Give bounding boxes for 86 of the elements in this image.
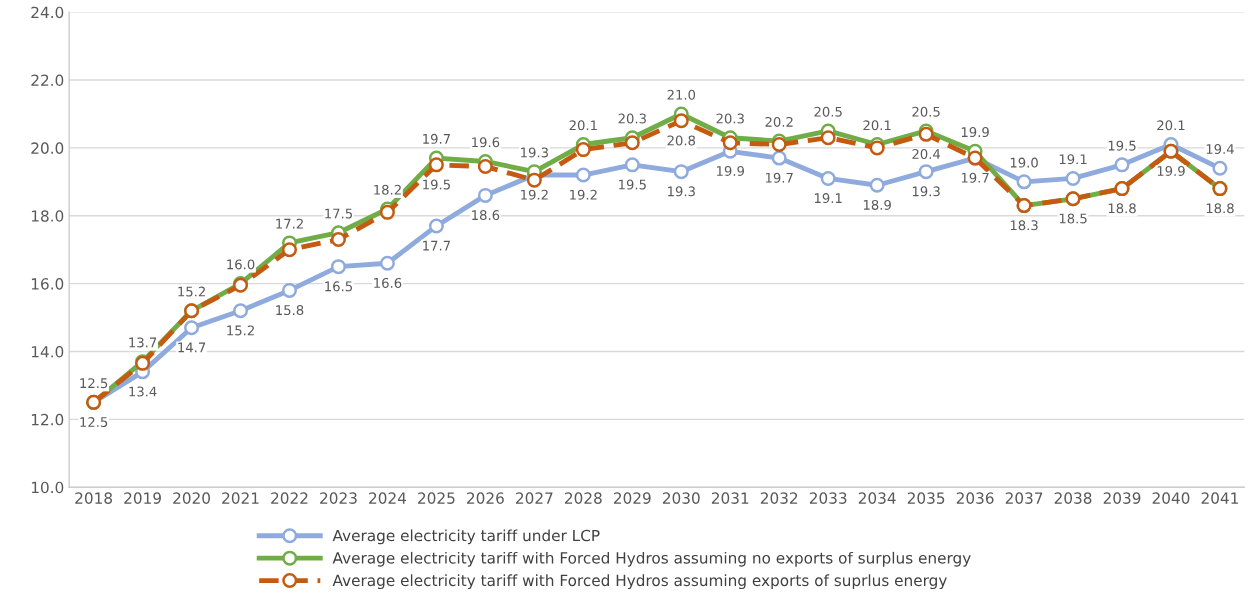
- x-tick-label: 2026: [467, 492, 504, 504]
- data-label: 20.3: [618, 113, 646, 124]
- data-label: 15.8: [276, 305, 304, 316]
- data-label: 20.3: [716, 113, 744, 124]
- data-label: 17.7: [423, 240, 450, 251]
- x-tick-label: 2027: [516, 492, 553, 504]
- data-label: 20.5: [912, 106, 940, 117]
- x-tick-label: 2029: [613, 492, 651, 504]
- x-tick-label: 2020: [173, 492, 210, 504]
- data-label: 19.5: [1108, 140, 1136, 151]
- x-tick-label: 2018: [75, 492, 113, 504]
- x-tick-label: 2038: [1054, 492, 1092, 504]
- x-tick-label: 2021: [222, 492, 259, 504]
- legend-label: Average electricity tariff with Forced Hydros assuming no exports of surplus energy: [332, 551, 971, 567]
- data-label: 18.3: [1010, 220, 1038, 231]
- data-label: 12.5: [80, 417, 108, 428]
- y-tick-label: 14.0: [31, 345, 64, 358]
- data-label: 20.1: [1157, 120, 1185, 131]
- y-tick-label: 18.0: [31, 210, 64, 222]
- data-label: 19.7: [423, 133, 450, 144]
- data-label: 19.6: [472, 137, 500, 148]
- x-tick-label: 2041: [1201, 492, 1238, 504]
- data-label: 16.0: [227, 259, 255, 270]
- data-label: 20.2: [765, 116, 793, 127]
- data-label: 13.4: [129, 386, 157, 397]
- x-tick-label: 2025: [418, 492, 455, 504]
- data-label: 19.3: [912, 186, 940, 197]
- data-label: 18.8: [1108, 203, 1136, 214]
- data-label: 19.9: [1157, 165, 1185, 176]
- data-label: 18.6: [472, 210, 500, 221]
- x-tick-label: 2022: [271, 492, 308, 504]
- data-label: 15.2: [178, 286, 205, 297]
- data-label: 14.7: [178, 342, 206, 353]
- data-label: 21.0: [667, 89, 696, 100]
- data-label: 18.5: [1059, 213, 1087, 224]
- x-tick-label: 2024: [369, 492, 407, 504]
- x-tick-label: 2030: [662, 492, 700, 504]
- y-tick-label: 20.0: [31, 142, 64, 154]
- data-label: 19.2: [570, 189, 597, 200]
- data-label: 17.2: [276, 218, 303, 229]
- x-tick-label: 2036: [956, 492, 994, 504]
- y-tick-label: 22.0: [31, 74, 64, 87]
- x-tick-label: 2035: [907, 492, 945, 504]
- data-label: 20.8: [667, 135, 696, 146]
- x-tick-label: 2033: [809, 492, 847, 504]
- data-label: 20.4: [912, 149, 941, 159]
- data-label: 20.5: [814, 106, 842, 117]
- x-tick-label: 2028: [565, 492, 602, 504]
- data-label: 15.2: [227, 325, 254, 336]
- data-label: 19.3: [668, 186, 695, 197]
- data-label: 19.7: [765, 172, 793, 183]
- data-label: 17.5: [325, 208, 353, 219]
- data-label: 18.8: [1206, 203, 1234, 214]
- x-tick-label: 2034: [858, 492, 896, 504]
- x-tick-label: 2032: [760, 492, 798, 504]
- data-label: 16.5: [325, 281, 353, 292]
- legend-label: Average electricity tariff with Forced Hydros assuming exports of suprlus energy: [332, 574, 947, 590]
- data-label: 19.9: [961, 127, 989, 138]
- data-label: 18.2: [374, 184, 401, 195]
- x-tick-label: 2019: [124, 492, 161, 504]
- data-label: 19.3: [521, 147, 548, 158]
- y-tick-label: 12.0: [31, 413, 64, 426]
- data-label: 19.2: [521, 189, 548, 200]
- data-label: 20.1: [569, 120, 597, 131]
- legend-label: Average electricity tariff under LCP: [332, 529, 600, 545]
- data-label: 19.5: [619, 179, 646, 190]
- data-label: 18.9: [863, 199, 891, 210]
- x-tick-label: 2031: [711, 492, 749, 504]
- x-tick-label: 2037: [1005, 492, 1043, 504]
- data-label: 19.4: [1206, 144, 1234, 155]
- data-label: 19.1: [814, 193, 842, 204]
- data-label: 19.7: [961, 172, 989, 183]
- data-label: 19.5: [423, 179, 450, 190]
- data-label: 19.9: [717, 165, 744, 176]
- data-label: 19.0: [1010, 157, 1038, 168]
- x-tick-label: 2040: [1152, 492, 1190, 504]
- y-tick-label: 24.0: [31, 6, 64, 19]
- x-tick-label: 2039: [1103, 492, 1141, 504]
- data-label: 13.7: [129, 337, 157, 348]
- x-tick-label: 2023: [320, 492, 357, 504]
- data-label: 20.1: [863, 120, 891, 131]
- data-label: 19.1: [1059, 154, 1087, 165]
- data-label: 16.6: [374, 277, 402, 288]
- y-tick-label: 16.0: [31, 278, 64, 290]
- y-tick-label: 10.0: [31, 481, 64, 494]
- data-label: 12.5: [80, 378, 108, 389]
